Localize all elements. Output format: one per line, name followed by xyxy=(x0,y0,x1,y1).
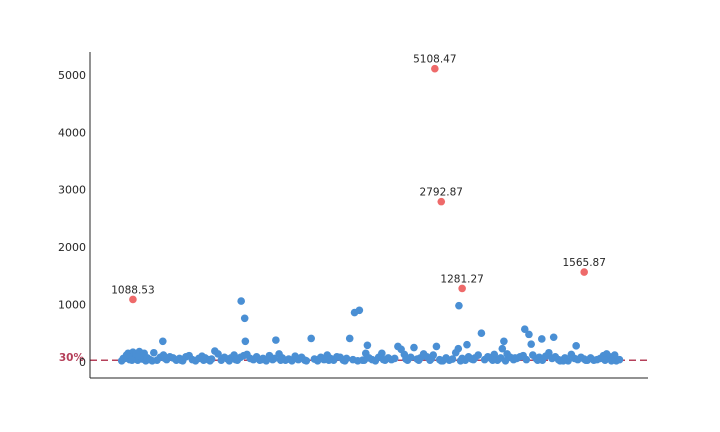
data-point xyxy=(469,355,478,364)
data-point xyxy=(520,325,529,334)
data-point xyxy=(270,354,279,363)
data-point xyxy=(402,355,410,363)
data-point xyxy=(545,348,553,357)
data-point xyxy=(177,356,185,365)
data-point xyxy=(427,354,436,363)
data-point xyxy=(533,356,542,365)
data-point xyxy=(615,355,624,364)
data-point xyxy=(490,350,499,359)
outlier-point xyxy=(431,64,439,73)
y-tick-label: 2000 xyxy=(58,241,86,254)
data-point xyxy=(454,344,463,353)
data-point xyxy=(488,356,497,365)
data-point xyxy=(498,344,507,353)
data-point xyxy=(353,356,362,365)
data-point xyxy=(456,356,465,365)
data-point xyxy=(511,354,519,362)
data-point xyxy=(231,355,240,364)
data-point xyxy=(455,301,463,310)
data-point xyxy=(128,356,136,365)
data-point xyxy=(119,354,128,363)
outlier-value-label: 5108.47 xyxy=(413,54,456,66)
data-point xyxy=(214,350,222,358)
data-point xyxy=(315,355,324,363)
axes-group: 0 1000 2000 3000 4000 5000 xyxy=(58,52,648,379)
data-point xyxy=(240,314,249,323)
data-point xyxy=(500,337,508,346)
outlier-value-label: 1565.87 xyxy=(562,257,605,269)
data-point xyxy=(378,349,386,358)
points-group xyxy=(117,297,624,365)
y-tick-label: 5000 xyxy=(58,69,86,82)
data-point xyxy=(159,337,167,346)
data-point xyxy=(206,356,214,365)
y-tick-label: 3000 xyxy=(58,184,86,197)
data-point xyxy=(360,356,368,365)
data-point xyxy=(477,329,486,338)
data-point xyxy=(325,356,333,365)
data-point xyxy=(448,355,457,363)
outlier-point xyxy=(437,197,446,206)
data-point xyxy=(607,356,616,365)
data-point xyxy=(302,356,311,365)
data-point xyxy=(581,356,590,365)
data-point xyxy=(341,356,349,365)
outliers-group: 1088.53 5108.47 2792.87 1281.27 1565.87 xyxy=(111,54,606,304)
data-point xyxy=(390,354,399,363)
data-point xyxy=(527,340,535,348)
data-point xyxy=(363,341,372,350)
outlier-value-label: 1281.27 xyxy=(440,273,483,285)
data-point xyxy=(307,334,315,343)
data-point xyxy=(556,356,564,365)
data-point xyxy=(501,356,510,365)
data-point xyxy=(379,355,388,364)
reference-line-label: 30% xyxy=(59,352,85,364)
data-point xyxy=(237,297,245,305)
data-point xyxy=(525,330,533,339)
data-point xyxy=(345,334,354,343)
y-tick-label: 0 xyxy=(79,356,86,369)
outlier-value-label: 1088.53 xyxy=(111,284,154,296)
data-point xyxy=(199,356,208,365)
data-point xyxy=(150,348,158,357)
data-point xyxy=(610,351,619,359)
outlier-value-label: 2792.87 xyxy=(420,187,463,199)
data-point xyxy=(148,356,157,365)
data-point xyxy=(272,336,280,344)
data-point xyxy=(257,355,266,364)
y-tick-label: 4000 xyxy=(58,126,86,139)
y-tick-label: 1000 xyxy=(58,299,86,312)
data-point xyxy=(355,306,364,315)
data-point xyxy=(537,335,546,343)
data-point xyxy=(463,340,471,349)
outlier-point xyxy=(458,284,466,293)
data-point xyxy=(414,356,423,365)
data-point xyxy=(161,354,169,363)
data-point xyxy=(410,343,418,352)
data-point xyxy=(549,333,558,342)
data-point xyxy=(134,351,143,360)
data-point xyxy=(522,355,531,364)
outlier-point xyxy=(129,295,137,304)
outlier-point xyxy=(580,268,588,276)
data-point xyxy=(432,342,441,351)
data-point xyxy=(241,337,250,346)
data-point xyxy=(601,356,609,365)
data-point xyxy=(225,356,234,365)
data-point xyxy=(437,356,446,365)
data-point xyxy=(276,356,285,365)
data-point xyxy=(572,342,580,350)
data-point xyxy=(474,351,483,359)
